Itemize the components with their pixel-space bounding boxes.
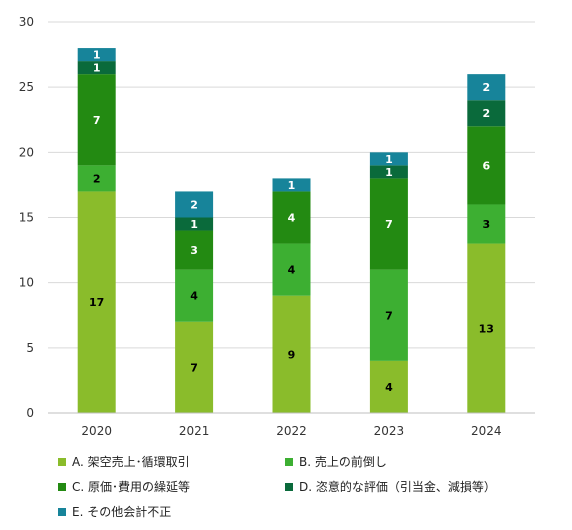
bar-segment: [175, 191, 214, 218]
bar-segment: [77, 74, 116, 166]
data-label: 3: [190, 244, 198, 257]
bar-segment: [369, 165, 408, 179]
data-label: 2: [482, 107, 490, 120]
data-label: 6: [482, 159, 490, 172]
data-label: 1: [385, 166, 393, 179]
bar-segment: [77, 48, 116, 62]
bar-segment: [467, 126, 506, 205]
bar-segment: [175, 269, 214, 322]
bar-segment: [175, 217, 214, 231]
bar-segment: [272, 178, 311, 192]
legend-item: B. 売上の前倒し: [285, 453, 387, 470]
legend-label: D. 恣意的な評価（引当金、減損等）: [299, 480, 496, 494]
legend-item: E. その他会計不正: [58, 503, 171, 520]
legend-swatch: [285, 457, 293, 466]
bar-segment: [467, 243, 506, 413]
y-tick-label: 15: [19, 211, 34, 225]
legend: A. 架空売上･循環取引 B. 売上の前倒し C. 原価･費用の繰延等 D. 恣意的な…: [0, 450, 572, 530]
data-label: 3: [482, 218, 490, 231]
data-label: 7: [385, 218, 393, 231]
data-label: 4: [385, 381, 393, 394]
data-label: 7: [93, 114, 101, 127]
data-label: 1: [385, 153, 393, 166]
y-tick-label: 5: [26, 341, 34, 355]
y-tick-label: 30: [19, 15, 34, 29]
bar-segment: [369, 178, 408, 270]
data-label: 1: [93, 62, 101, 75]
legend-label: E. その他会計不正: [72, 505, 172, 519]
data-label: 2: [93, 172, 101, 185]
y-tick-label: 20: [19, 145, 34, 159]
legend-label: C. 原価･費用の繰延等: [72, 480, 191, 494]
bar-segment: [272, 191, 311, 244]
data-label: 1: [190, 218, 198, 231]
data-label: 2: [190, 198, 198, 211]
bar-segment: [77, 61, 116, 75]
bar-segment: [467, 204, 506, 244]
x-tick-label: 2021: [179, 424, 210, 438]
bar-segment: [369, 152, 408, 166]
data-label: 2: [482, 81, 490, 94]
y-tick-label: 25: [19, 80, 34, 94]
bar-segment: [175, 321, 214, 413]
data-label: 7: [190, 361, 198, 374]
data-label: 13: [479, 322, 494, 335]
legend-swatch: [58, 457, 66, 466]
x-axis: 2020 2021 2022 2023 2024: [48, 412, 535, 438]
bar-segment: [272, 243, 311, 296]
data-label: 17: [89, 296, 104, 309]
legend-item: A. 架空売上･循環取引: [58, 453, 190, 470]
data-label: 4: [288, 212, 296, 225]
legend-swatch: [58, 482, 66, 491]
bar-segment: [467, 100, 506, 127]
x-tick-label: 2023: [374, 424, 405, 438]
legend-swatch: [58, 507, 66, 516]
bar-segment: [369, 269, 408, 361]
x-tick-label: 2022: [276, 424, 307, 438]
bar-segment: [272, 295, 311, 413]
bar-segment: [369, 360, 408, 413]
data-label: 9: [288, 348, 296, 361]
y-tick-label: 0: [26, 406, 34, 420]
x-tick-label: 2020: [81, 424, 112, 438]
bar-segment: [77, 165, 116, 192]
legend-label: B. 売上の前倒し: [299, 455, 387, 469]
bar-segment: [77, 191, 116, 413]
legend-item: D. 恣意的な評価（引当金、減損等）: [285, 478, 496, 495]
data-label: 4: [190, 290, 198, 303]
x-tick-label: 2024: [471, 424, 502, 438]
legend-label: A. 架空売上･循環取引: [72, 455, 190, 469]
data-label: 7: [385, 309, 393, 322]
y-tick-label: 10: [19, 276, 34, 290]
legend-item: C. 原価･費用の繰延等: [58, 478, 190, 495]
y-axis: 0 5 10 15 20 25 30: [19, 15, 34, 420]
legend-swatch: [285, 482, 293, 491]
data-label: 4: [288, 264, 296, 277]
bar-segment: [175, 230, 214, 270]
data-label: 1: [288, 179, 296, 192]
data-label: 1: [93, 49, 101, 62]
bar-segment: [467, 74, 506, 101]
